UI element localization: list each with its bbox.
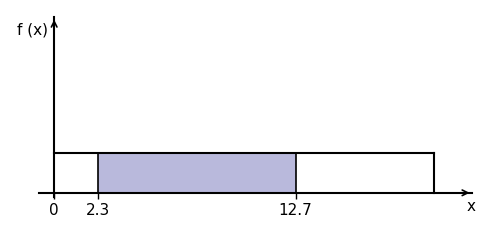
Bar [98, 153, 296, 193]
Text: x: x [467, 199, 476, 214]
Text: f (x): f (x) [18, 22, 49, 37]
